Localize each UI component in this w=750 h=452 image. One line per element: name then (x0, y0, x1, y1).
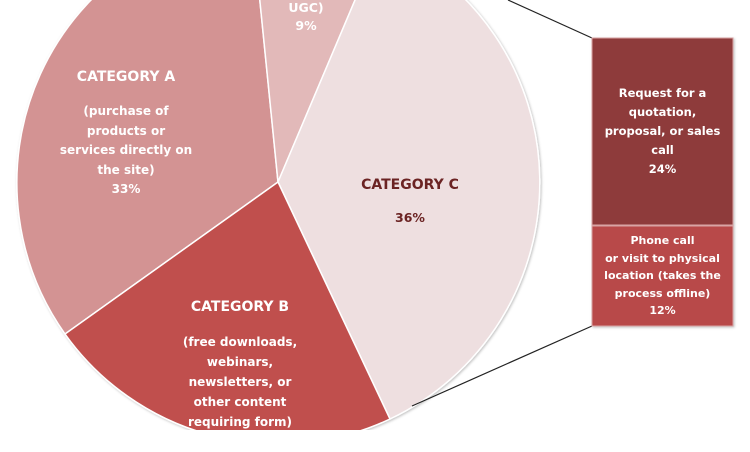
label-category-b-title: CATEGORY B (190, 299, 290, 315)
label-category-c-title: CATEGORY C (361, 177, 459, 193)
bar-label-quotation: Request for a quotation, proposal, or sa… (604, 86, 721, 176)
slice-category-b (63, 180, 391, 430)
slice-category-a (16, 0, 279, 336)
label-category-b: CATEGORY B (free downloads, webinars, ne… (160, 282, 320, 452)
label-category-b-desc: (free downloads, webinars, newsletters, … (182, 335, 298, 449)
label-category-a-desc: (purchase of products or services direct… (59, 104, 193, 196)
bar-of-pie-chart (16, 0, 734, 430)
slice-ugc (259, 0, 356, 183)
label-category-a-title: CATEGORY A (76, 69, 176, 85)
bar-segment-phone (591, 225, 734, 327)
bar-label-phone: Phone call or visit to physical location… (604, 234, 721, 318)
label-category-c: CATEGORY C 36% (340, 160, 480, 226)
label-category-c-pct: 36% (395, 210, 425, 225)
connector-line-top (507, 0, 593, 39)
label-ugc: UGC) 9% (288, 0, 324, 33)
label-category-a: CATEGORY A (purchase of products or serv… (40, 52, 212, 200)
bar-segment-quotation (591, 37, 734, 226)
connector-line-bottom (411, 325, 593, 407)
slice-category-c (277, 0, 541, 421)
bar-label-quotation-box: Request for a quotation, proposal, or sa… (592, 38, 733, 225)
bar-label-phone-box: Phone call or visit to physical location… (592, 226, 733, 326)
